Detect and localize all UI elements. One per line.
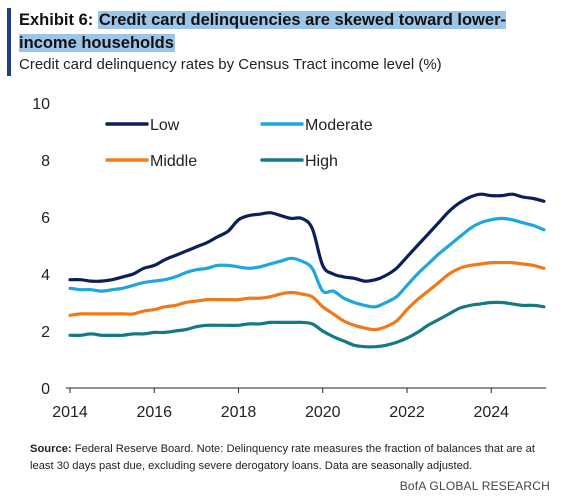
y-tick-label: 2 [41, 324, 50, 341]
series-line-moderate [68, 216, 546, 309]
y-tick-label: 10 [32, 96, 50, 113]
legend-label-high: High [305, 153, 338, 170]
footer-note: Source: Federal Reserve Board. Note: Del… [30, 441, 555, 475]
y-tick-label: 6 [41, 210, 50, 227]
exhibit-label: Exhibit 6: [19, 11, 94, 29]
title-accent-bar [7, 8, 11, 76]
y-tick-label: 4 [41, 267, 50, 284]
chart-title: Exhibit 6: Credit card delinquencies are… [19, 9, 559, 55]
legend-label-middle: Middle [150, 153, 197, 170]
x-tick-label: 2014 [52, 404, 88, 421]
x-tick-label: 2020 [305, 404, 341, 421]
series-line-middle [68, 260, 546, 332]
brand-mark: BofA GLOBAL RESEARCH [399, 479, 550, 493]
series-line-low [68, 192, 546, 283]
x-tick-label: 2016 [136, 404, 172, 421]
x-tick-label: 2018 [221, 404, 257, 421]
y-tick-label: 0 [41, 381, 50, 398]
source-text: Federal Reserve Board. Note: Delinquency… [30, 443, 535, 472]
source-label: Source: [30, 443, 72, 455]
legend-label-low: Low [150, 117, 180, 134]
x-tick-label: 2022 [389, 404, 425, 421]
line-chart: 0 2 4 6 8 10 2014 2016 2018 2020 2022 2024 Low Modera… [32, 96, 546, 421]
chart-subtitle: Credit card delinquency rates by Census … [19, 56, 442, 73]
y-tick-label: 8 [41, 153, 50, 170]
x-tick-label: 2024 [473, 404, 509, 421]
series-line-high [68, 300, 546, 349]
legend-label-moderate: Moderate [305, 117, 373, 134]
